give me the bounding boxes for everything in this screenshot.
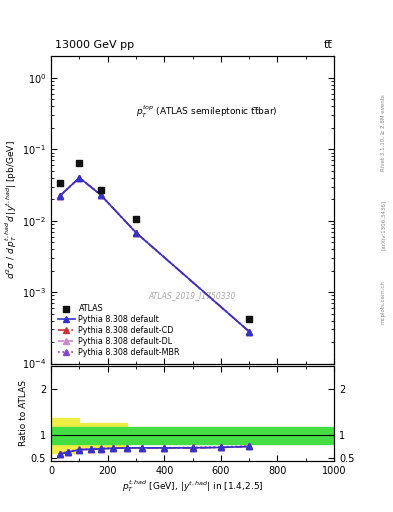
Text: mcplots.cern.ch: mcplots.cern.ch xyxy=(381,280,386,324)
ATLAS xyxy=(57,179,63,187)
Pythia 8.308 default-MBR xyxy=(247,329,252,335)
Pythia 8.308 default-CD xyxy=(247,329,252,335)
Pythia 8.308 default-CD xyxy=(57,193,62,199)
Line: Pythia 8.308 default-DL: Pythia 8.308 default-DL xyxy=(57,175,252,334)
Pythia 8.308 default-MBR xyxy=(134,229,138,236)
Pythia 8.308 default-DL xyxy=(57,193,62,199)
Y-axis label: Ratio to ATLAS: Ratio to ATLAS xyxy=(19,380,28,446)
Legend: ATLAS, Pythia 8.308 default, Pythia 8.308 default-CD, Pythia 8.308 default-DL, P: ATLAS, Pythia 8.308 default, Pythia 8.30… xyxy=(55,302,182,359)
Pythia 8.308 default-DL xyxy=(247,329,252,335)
Pythia 8.308 default-DL xyxy=(134,229,138,236)
Y-axis label: $d^2\sigma\ /\ d\,p_T^{t,had}\,d\,|y^{t,had}|$ [pb/GeV]: $d^2\sigma\ /\ d\,p_T^{t,had}\,d\,|y^{t,… xyxy=(4,140,19,280)
Pythia 8.308 default-MBR xyxy=(98,192,103,198)
Pythia 8.308 default-DL xyxy=(98,192,103,198)
Pythia 8.308 default xyxy=(247,329,252,335)
Text: Rivet 3.1.10, ≥ 2.8M events: Rivet 3.1.10, ≥ 2.8M events xyxy=(381,95,386,172)
ATLAS xyxy=(97,186,104,194)
Pythia 8.308 default xyxy=(98,192,103,198)
Line: Pythia 8.308 default: Pythia 8.308 default xyxy=(57,175,252,334)
Line: Pythia 8.308 default-MBR: Pythia 8.308 default-MBR xyxy=(57,175,252,334)
Text: [arXiv:1306.3436]: [arXiv:1306.3436] xyxy=(381,200,386,250)
Pythia 8.308 default-CD xyxy=(134,229,138,236)
Pythia 8.308 default-DL xyxy=(77,175,82,181)
Text: tt̅: tt̅ xyxy=(323,40,332,50)
ATLAS xyxy=(76,159,83,167)
Line: Pythia 8.308 default-CD: Pythia 8.308 default-CD xyxy=(57,175,252,334)
Pythia 8.308 default-MBR xyxy=(57,193,62,199)
Pythia 8.308 default-CD xyxy=(98,192,103,198)
ATLAS xyxy=(133,215,139,223)
Text: $p_T^{top}$ (ATLAS semileptonic tt̅bar): $p_T^{top}$ (ATLAS semileptonic tt̅bar) xyxy=(136,103,277,120)
Pythia 8.308 default xyxy=(77,175,82,181)
ATLAS xyxy=(246,315,252,323)
Text: 13000 GeV pp: 13000 GeV pp xyxy=(55,40,134,50)
Pythia 8.308 default xyxy=(57,193,62,199)
Pythia 8.308 default xyxy=(134,229,138,236)
X-axis label: $p_T^{t,had}$ [GeV], $|y^{t,had}|$ in [1.4,2.5]: $p_T^{t,had}$ [GeV], $|y^{t,had}|$ in [1… xyxy=(122,478,263,494)
Pythia 8.308 default-MBR xyxy=(77,175,82,181)
Text: ATLAS_2019_I1750330: ATLAS_2019_I1750330 xyxy=(149,291,236,301)
Pythia 8.308 default-CD xyxy=(77,175,82,181)
